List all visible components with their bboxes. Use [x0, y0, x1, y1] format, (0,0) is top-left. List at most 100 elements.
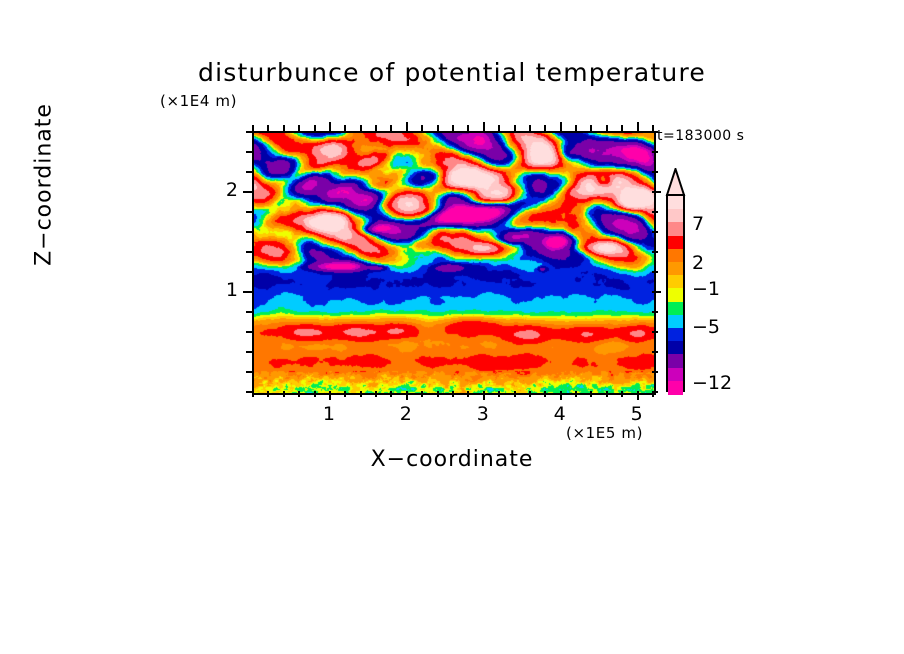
- tick-mark: [467, 125, 469, 131]
- colorbar-tick-label: −12: [692, 372, 733, 394]
- tick-mark: [375, 125, 377, 131]
- tick-mark: [621, 391, 623, 397]
- tick-mark: [298, 125, 300, 131]
- tick-mark: [344, 125, 346, 131]
- tick-mark: [652, 191, 661, 193]
- tick-mark: [246, 131, 252, 133]
- tick-mark: [575, 125, 577, 131]
- tick-mark: [437, 391, 439, 397]
- tick-mark: [544, 391, 546, 397]
- tick-mark: [606, 125, 608, 131]
- tick-mark: [606, 391, 608, 397]
- tick-mark: [375, 391, 377, 397]
- tick-mark: [652, 391, 658, 393]
- tick-mark: [246, 231, 252, 233]
- tick-mark: [246, 171, 252, 173]
- tick-mark: [467, 391, 469, 397]
- tick-mark: [544, 125, 546, 131]
- x-tick-label: 5: [630, 403, 643, 425]
- tick-mark: [252, 125, 254, 131]
- tick-mark: [529, 125, 531, 131]
- plot-frame: [252, 131, 656, 395]
- colorbar-extend-arrow: [665, 168, 686, 196]
- colorbar-segment: [668, 380, 683, 395]
- tick-mark: [590, 391, 592, 397]
- tick-mark: [652, 351, 658, 353]
- colorbar-tick-label: 2: [692, 252, 705, 274]
- tick-mark: [329, 391, 331, 400]
- tick-mark: [246, 251, 252, 253]
- tick-mark: [390, 391, 392, 397]
- tick-mark: [267, 391, 269, 397]
- x-tick-label: 4: [553, 403, 566, 425]
- tick-mark: [390, 125, 392, 131]
- tick-mark: [246, 331, 252, 333]
- tick-mark: [652, 171, 658, 173]
- tick-mark: [514, 125, 516, 131]
- colorbar-tick-label: −1: [692, 278, 721, 300]
- tick-mark: [652, 391, 654, 397]
- tick-mark: [246, 211, 252, 213]
- tick-mark: [246, 271, 252, 273]
- tick-mark: [314, 125, 316, 131]
- tick-mark: [529, 391, 531, 397]
- x-unit-label: (×1E5 m): [566, 424, 644, 442]
- tick-mark: [452, 125, 454, 131]
- x-tick-label: 2: [399, 403, 412, 425]
- tick-mark: [560, 122, 562, 131]
- tick-mark: [652, 211, 658, 213]
- tick-mark: [514, 391, 516, 397]
- y-tick-label: 1: [225, 279, 238, 301]
- tick-mark: [498, 391, 500, 397]
- tick-mark: [246, 391, 252, 393]
- tick-mark: [637, 391, 639, 400]
- tick-mark: [246, 151, 252, 153]
- tick-mark: [483, 391, 485, 400]
- tick-mark: [360, 125, 362, 131]
- tick-mark: [621, 125, 623, 131]
- tick-mark: [329, 122, 331, 131]
- tick-mark: [652, 371, 658, 373]
- tick-mark: [652, 251, 658, 253]
- tick-mark: [590, 125, 592, 131]
- tick-mark: [406, 122, 408, 131]
- colorbar: [666, 194, 685, 395]
- tick-mark: [267, 125, 269, 131]
- tick-mark: [652, 291, 661, 293]
- tick-mark: [421, 391, 423, 397]
- tick-mark: [652, 271, 658, 273]
- tick-mark: [575, 391, 577, 397]
- tick-mark: [314, 391, 316, 397]
- tick-mark: [560, 391, 562, 400]
- y-tick-label: 2: [225, 179, 238, 201]
- tick-mark: [283, 391, 285, 397]
- contour-field: [254, 133, 654, 393]
- tick-mark: [421, 125, 423, 131]
- tick-mark: [437, 125, 439, 131]
- tick-mark: [652, 331, 658, 333]
- tick-mark: [498, 125, 500, 131]
- y-unit-label: (×1E4 m): [160, 92, 238, 110]
- tick-mark: [652, 231, 658, 233]
- tick-mark: [243, 291, 252, 293]
- page-title: disturbunce of potential temperature: [198, 58, 706, 87]
- tick-mark: [246, 311, 252, 313]
- tick-mark: [243, 191, 252, 193]
- tick-mark: [652, 311, 658, 313]
- tick-mark: [652, 151, 658, 153]
- tick-mark: [652, 131, 658, 133]
- tick-mark: [298, 391, 300, 397]
- tick-mark: [283, 125, 285, 131]
- tick-mark: [406, 391, 408, 400]
- x-tick-label: 1: [322, 403, 335, 425]
- tick-mark: [452, 391, 454, 397]
- tick-mark: [246, 371, 252, 373]
- tick-mark: [483, 122, 485, 131]
- tick-mark: [246, 351, 252, 353]
- colorbar-tick-label: −5: [692, 316, 721, 338]
- x-axis-label: X−coordinate: [370, 447, 534, 472]
- tick-mark: [252, 391, 254, 397]
- tick-mark: [652, 125, 654, 131]
- x-tick-label: 3: [476, 403, 489, 425]
